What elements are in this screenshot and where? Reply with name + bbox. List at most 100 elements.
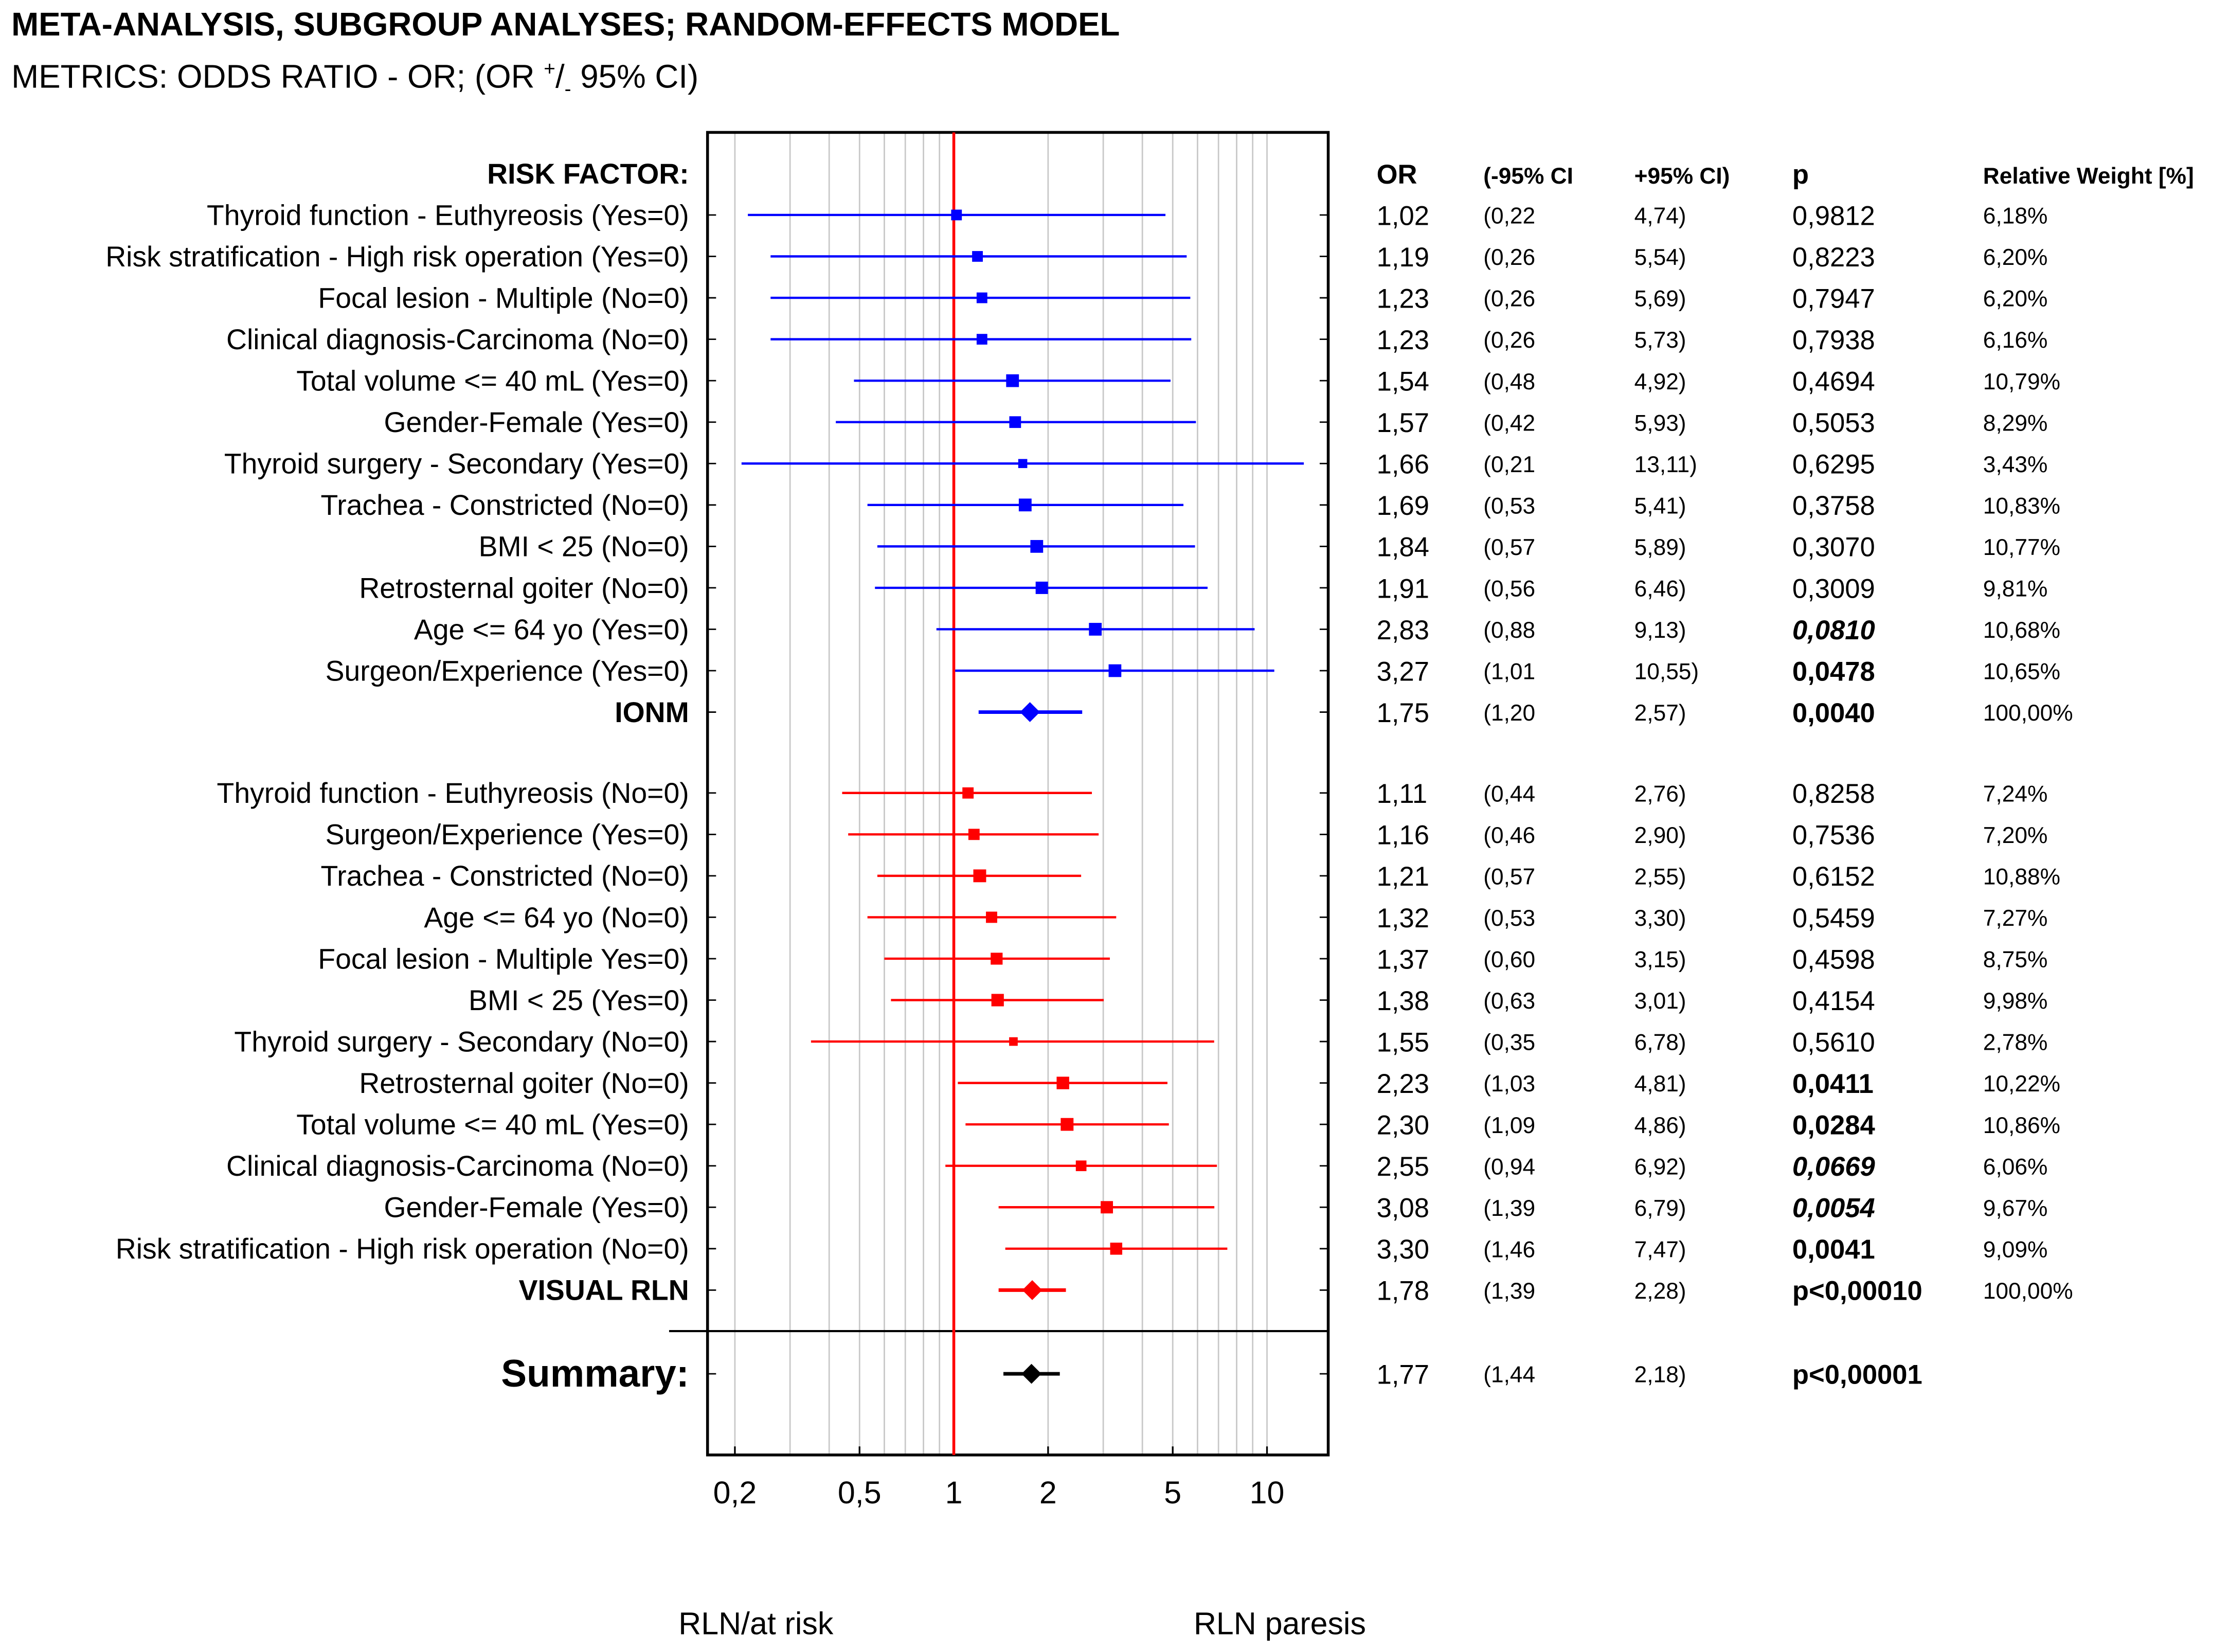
study-label: Clinical diagnosis-Carcinoma (No=0) [226,324,689,355]
ci-lower-value: (0,44 [1483,781,1535,806]
ci-lower-value: (0,57 [1483,535,1535,560]
study-point [1009,1037,1018,1046]
p-value: 0,0669 [1792,1152,1876,1182]
ci-upper-value: 5,93) [1634,410,1686,436]
study-point [972,251,983,262]
p-value: 0,7947 [1792,283,1875,314]
p-value: 0,5053 [1792,408,1875,438]
weight-value: 10,77% [1983,535,2060,560]
subtitle-minus: - [564,77,571,100]
study-label: Retrosternal goiter (No=0) [359,1067,689,1099]
study-label: Risk stratification - High risk operatio… [116,1233,689,1265]
ci-upper-value: 7,47) [1634,1237,1686,1262]
ci-upper-value: 2,28) [1634,1279,1686,1304]
study-point [973,869,986,883]
study-label: Clinical diagnosis-Carcinoma (No=0) [226,1150,689,1182]
or-value: 2,23 [1377,1069,1429,1099]
ci-lower-value: (1,46 [1483,1237,1535,1262]
ci-upper-value: 2,76) [1634,781,1686,806]
study-point [1018,459,1028,469]
or-value: 1,69 [1377,491,1429,521]
or-value: 1,21 [1377,861,1429,892]
study-label: BMI < 25 (No=0) [479,531,689,563]
ci-lower-value: (1,39 [1483,1279,1535,1304]
weight-value: 6,06% [1983,1154,2048,1179]
pooled-label: VISUAL RLN [519,1274,689,1306]
or-value: 1,75 [1377,698,1429,728]
ci-upper-value: 6,46) [1634,577,1686,602]
weight-value: 7,20% [1983,823,2048,848]
subtitle-suffix: 95% CI) [571,58,699,95]
weight-value: 10,83% [1983,493,2060,518]
x-tick-label: 5 [1164,1475,1181,1510]
ci-lower-value: (0,21 [1483,452,1535,477]
or-value: 1,77 [1377,1359,1429,1390]
study-label: Total volume <= 40 mL (Yes=0) [296,1109,689,1141]
or-value: 3,27 [1377,656,1429,687]
or-value: 1,19 [1377,242,1429,273]
or-value: 1,02 [1377,201,1429,231]
ci-lower-value: (0,22 [1483,204,1535,229]
study-point [1075,1160,1087,1172]
study-label: Trachea - Constricted (No=0) [321,860,689,892]
x-tick-label: 1 [945,1475,963,1510]
or-value: 3,30 [1377,1234,1429,1265]
study-point [991,953,1003,965]
study-point [976,292,987,303]
x-tick-label: 2 [1039,1475,1057,1510]
weight-value: 6,18% [1983,204,2048,229]
or-value: 1,55 [1377,1027,1429,1057]
p-value: 0,3009 [1792,573,1875,604]
or-value: 1,23 [1377,325,1429,355]
p-value: 0,6295 [1792,450,1875,480]
ci-upper-value: 9,13) [1634,618,1686,643]
weight-value: 100,00% [1983,701,2073,726]
ci-lower-value: (0,53 [1483,906,1535,931]
ci-upper-value: 4,86) [1634,1113,1686,1138]
study-point [1056,1076,1069,1089]
ci-upper-value: 5,73) [1634,328,1686,353]
weight-value: 10,22% [1983,1071,2060,1097]
ci-upper-value: 6,92) [1634,1154,1686,1179]
or-value: 1,16 [1377,820,1429,851]
ci-lower-value: (0,94 [1483,1154,1535,1179]
p-value: 0,0284 [1792,1110,1875,1141]
ci-upper-value: 10,55) [1634,659,1699,685]
p-value: 0,3070 [1792,532,1875,563]
weight-value: 7,24% [1983,781,2048,806]
p-value: 0,4154 [1792,986,1875,1016]
weight-value: 10,86% [1983,1113,2060,1138]
ci-upper-value: 5,89) [1634,535,1686,560]
study-point [1009,416,1021,428]
summary-diamond [1021,1363,1041,1384]
header-or: OR [1377,159,1417,190]
header-lo: (-95% CI [1483,164,1573,189]
or-value: 1,11 [1377,779,1427,809]
study-point [1035,581,1048,594]
ci-lower-value: (0,60 [1483,947,1535,973]
study-label: BMI < 25 (Yes=0) [469,984,689,1016]
pooled-diamond [1022,1280,1042,1300]
weight-value: 6,20% [1983,286,2048,312]
ci-lower-value: (0,57 [1483,864,1535,889]
x-tick-label: 0,5 [838,1475,882,1510]
p-value: 0,0478 [1792,656,1875,687]
ci-lower-value: (0,26 [1483,328,1535,353]
ci-upper-value: 6,79) [1634,1196,1686,1221]
pooled-diamond [1020,702,1040,722]
study-point [1108,664,1122,677]
weight-value: 9,81% [1983,577,2048,602]
p-value: 0,4598 [1792,944,1875,975]
ci-upper-value: 5,69) [1634,286,1686,312]
study-point [962,787,974,799]
header-p: p [1792,159,1809,190]
x-tick-label: 10 [1250,1475,1285,1510]
ci-upper-value: 5,54) [1634,245,1686,270]
weight-value: 10,68% [1983,618,2060,643]
study-label: Age <= 64 yo (Yes=0) [414,614,689,645]
study-point [1006,374,1019,387]
ci-lower-value: (0,63 [1483,989,1535,1014]
or-value: 1,54 [1377,367,1429,397]
ci-lower-value: (0,46 [1483,823,1535,848]
